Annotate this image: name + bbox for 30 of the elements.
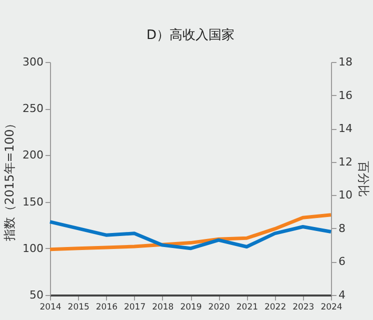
- line-series: [48, 213, 333, 252]
- x-tick-label: 2021: [236, 302, 258, 312]
- y2-tick-label: 4: [338, 288, 346, 302]
- x-tick-label: 2024: [320, 302, 342, 312]
- y-tick-label: 50: [30, 288, 44, 302]
- y-tick-label: 150: [22, 195, 44, 208]
- x-tick-label: 2023: [292, 302, 314, 312]
- y-tick-label: 250: [22, 102, 44, 116]
- x-tick-label: 2016: [96, 302, 118, 312]
- y-tick-label: 200: [22, 148, 44, 162]
- x-tick-label: 2022: [264, 302, 286, 312]
- y2-tick-label: 10: [338, 188, 352, 202]
- x-tick-label: 2018: [152, 302, 174, 312]
- y-tick-label: 100: [22, 242, 44, 255]
- y2-tick-label: 18: [338, 56, 352, 68]
- y2-tick-label: 12: [338, 155, 352, 168]
- chart-title: D）高收入国家: [146, 27, 235, 43]
- x-tick-label: 2014: [40, 302, 62, 312]
- y-tick-label: 300: [22, 56, 44, 68]
- x-tick-label: 2015: [68, 302, 90, 312]
- y2-axis-title: 百分比: [356, 161, 370, 197]
- y2-tick-label: 8: [338, 222, 346, 235]
- x-tick-label: 2017: [124, 302, 146, 312]
- y2-tick-label: 14: [338, 122, 352, 136]
- y2-tick-label: 16: [338, 88, 352, 102]
- y2-tick-label: 6: [338, 255, 346, 268]
- x-tick-label: 2019: [180, 302, 202, 312]
- y-axis-title: 指数（2015年=100）: [2, 117, 17, 242]
- line-series: [48, 220, 333, 250]
- x-tick-label: 2020: [208, 302, 230, 312]
